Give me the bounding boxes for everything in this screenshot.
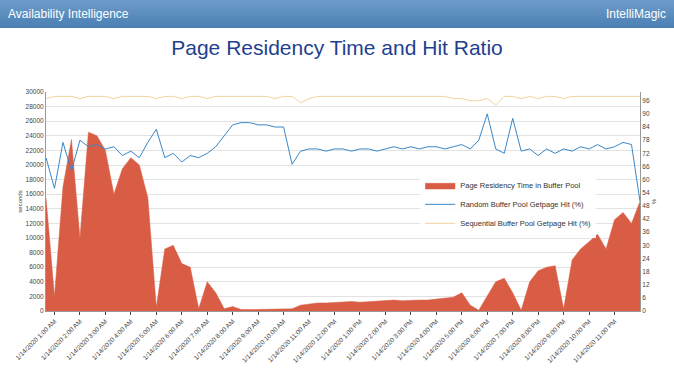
svg-text:1/14/2020 8:00 PM: 1/14/2020 8:00 PM [497,318,541,362]
svg-text:96: 96 [642,97,650,104]
svg-text:1/14/2020 10:00 AM: 1/14/2020 10:00 AM [241,318,287,364]
svg-text:1/14/2020 12:00 PM: 1/14/2020 12:00 PM [291,318,337,364]
svg-text:1/14/2020 2:00 AM: 1/14/2020 2:00 AM [39,318,83,362]
svg-text:0: 0 [642,307,646,314]
svg-text:26000: 26000 [26,117,44,124]
svg-text:12: 12 [642,281,650,288]
svg-text:1/14/2020 3:00 AM: 1/14/2020 3:00 AM [65,318,109,362]
svg-text:22000: 22000 [26,147,44,154]
svg-text:18000: 18000 [26,176,44,183]
svg-text:18: 18 [642,268,650,275]
svg-text:0: 0 [40,307,44,314]
svg-text:30000: 30000 [26,88,44,95]
svg-text:20000: 20000 [26,161,44,168]
svg-text:1/14/2020 7:00 PM: 1/14/2020 7:00 PM [472,318,516,362]
svg-text:Page Residency Time in Buffer: Page Residency Time in Buffer Pool [460,181,580,190]
svg-text:Random Buffer Pool Getpage Hit: Random Buffer Pool Getpage Hit (%) [460,200,584,209]
svg-text:1/14/2020 5:00 PM: 1/14/2020 5:00 PM [421,318,465,362]
svg-text:4000: 4000 [29,278,44,285]
svg-text:Sequential Buffer Pool Getpage: Sequential Buffer Pool Getpage Hit (%) [460,219,591,228]
svg-text:seconds: seconds [17,190,23,212]
svg-text:24000: 24000 [26,132,44,139]
svg-text:1/14/2020 1:00 AM: 1/14/2020 1:00 AM [14,318,58,362]
svg-text:1/14/2020 7:00 AM: 1/14/2020 7:00 AM [167,318,211,362]
svg-text:48: 48 [642,202,650,209]
svg-text:84: 84 [642,123,650,130]
svg-text:8000: 8000 [29,249,44,256]
svg-text:1/14/2020 6:00 PM: 1/14/2020 6:00 PM [446,318,490,362]
svg-text:1/14/2020 6:00 AM: 1/14/2020 6:00 AM [141,318,185,362]
svg-text:60: 60 [642,176,650,183]
svg-text:1/14/2020 11:00 PM: 1/14/2020 11:00 PM [572,318,618,364]
svg-text:30: 30 [642,242,650,249]
svg-text:1/14/2020 2:00 PM: 1/14/2020 2:00 PM [345,318,389,362]
svg-text:36: 36 [642,228,650,235]
svg-text:54: 54 [642,189,650,196]
svg-text:1/14/2020 9:00 AM: 1/14/2020 9:00 AM [218,318,262,362]
svg-text:72: 72 [642,150,650,157]
svg-text:1/14/2020 3:00 PM: 1/14/2020 3:00 PM [370,318,414,362]
svg-text:42: 42 [642,215,650,222]
svg-text:1/14/2020 4:00 AM: 1/14/2020 4:00 AM [90,318,134,362]
svg-text:2000: 2000 [29,293,44,300]
svg-text:1/14/2020 5:00 AM: 1/14/2020 5:00 AM [116,318,160,362]
svg-text:6: 6 [642,294,646,301]
svg-text:6000: 6000 [29,263,44,270]
svg-text:90: 90 [642,110,650,117]
svg-text:78: 78 [642,136,650,143]
svg-text:24: 24 [642,255,650,262]
svg-text:14000: 14000 [26,205,44,212]
html-text:Availability Intelligence: Availability Intelligence [8,7,129,21]
svg-text:16000: 16000 [26,190,44,197]
svg-text:66: 66 [642,163,650,170]
svg-text:1/14/2020 4:00 PM: 1/14/2020 4:00 PM [396,318,440,362]
svg-text:1/14/2020 1:00 PM: 1/14/2020 1:00 PM [319,318,363,362]
svg-text:28000: 28000 [26,103,44,110]
svg-text:1/14/2020 11:00 AM: 1/14/2020 11:00 AM [266,318,312,364]
svg-text:%: % [651,198,657,204]
svg-text:12000: 12000 [26,220,44,227]
svg-text:1/14/2020 8:00 AM: 1/14/2020 8:00 AM [192,318,236,362]
svg-text:1/14/2020 10:00 PM: 1/14/2020 10:00 PM [546,318,592,364]
svg-text:Page Residency Time and Hit Ra: Page Residency Time and Hit Ratio [171,36,503,59]
svg-text:10000: 10000 [26,234,44,241]
html-text:IntelliMagic: IntelliMagic [606,7,666,21]
svg-text:1/14/2020 9:00 PM: 1/14/2020 9:00 PM [523,318,567,362]
